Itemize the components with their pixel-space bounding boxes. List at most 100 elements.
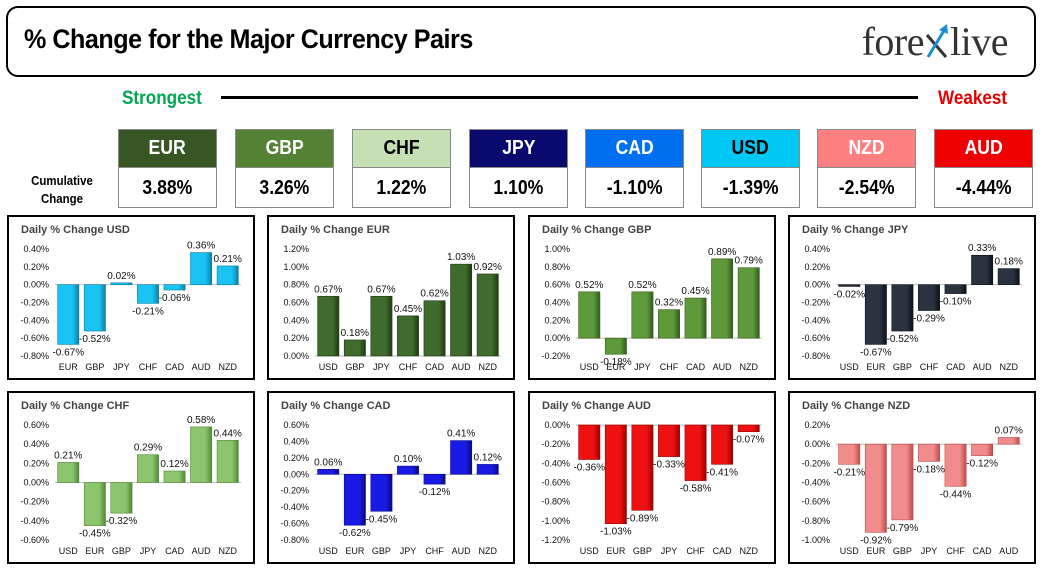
data-label: 0.32% [655, 298, 683, 309]
y-tick-label: -0.60% [801, 333, 830, 343]
x-category-label: CHF [660, 362, 679, 372]
x-category-label: CAD [713, 546, 733, 556]
bar-gbp [891, 284, 914, 332]
header-banner: % Change for the Major Currency Pairs fo… [6, 6, 1036, 77]
bar-nzd [216, 265, 239, 285]
bar-cad [163, 284, 186, 291]
bar-nzd [216, 440, 239, 483]
data-label: 0.45% [394, 304, 422, 315]
y-tick-label: -0.80% [801, 516, 830, 526]
bar-usd [317, 295, 340, 357]
x-category-label: JPY [634, 362, 651, 372]
data-label: 0.67% [314, 284, 342, 295]
x-category-label: USD [59, 546, 79, 556]
x-category-label: JPY [661, 546, 678, 556]
y-tick-label: 1.00% [283, 262, 309, 272]
y-tick-label: 0.20% [544, 315, 570, 325]
page-title: % Change for the Major Currency Pairs [24, 24, 473, 54]
data-label: 0.67% [367, 284, 395, 295]
x-category-label: NZD [218, 362, 237, 372]
strongest-label: Strongest [122, 88, 202, 109]
chart-title: Daily % Change GBP [542, 224, 651, 236]
bar-jpy [397, 465, 419, 475]
y-tick-label: -0.40% [20, 315, 49, 325]
y-tick-label: 0.40% [283, 315, 309, 325]
chart-title: Daily % Change JPY [802, 224, 909, 236]
data-label: -0.21% [833, 467, 865, 478]
bar-eur [83, 482, 106, 526]
currency-box-jpy: JPY 1.10% [469, 129, 568, 208]
bar-eur [604, 424, 627, 525]
data-label: -0.44% [940, 489, 972, 500]
data-label: 0.89% [708, 247, 736, 258]
bar-aud [450, 440, 473, 475]
y-tick-label: -0.20% [20, 298, 49, 308]
weakest-label: Weakest [938, 88, 1008, 109]
data-label: -0.12% [966, 459, 998, 470]
x-category-label: NZD [478, 362, 497, 372]
y-tick-label: -0.40% [801, 478, 830, 488]
bar-eur [343, 473, 366, 526]
y-tick-label: -1.00% [801, 535, 830, 545]
y-tick-label: -0.20% [801, 298, 830, 308]
currency-code: GBP [236, 130, 333, 168]
x-category-label: JPY [373, 362, 390, 372]
chart-panel-5: Daily % Change CHF 0.60% 0.40% 0.20% 0.00% -0… [7, 391, 255, 564]
x-category-label: GBP [893, 546, 912, 556]
chart-panel-8: Daily % Change NZD 0.20% 0.00% -0.20% -0.40%… [788, 391, 1036, 564]
y-tick-label: 0.20% [23, 458, 49, 468]
x-category-label: USD [580, 362, 600, 372]
x-category-label: JPY [113, 362, 130, 372]
data-label: -0.06% [159, 293, 191, 304]
data-label: 0.12% [160, 459, 188, 470]
bar-usd [578, 424, 601, 460]
y-tick-label: -0.60% [20, 535, 49, 545]
bar-cad [684, 297, 707, 339]
data-label: 0.18% [341, 328, 369, 339]
bar-jpy [918, 443, 940, 462]
x-category-label: EUR [85, 546, 105, 556]
data-label: 0.52% [628, 280, 656, 291]
data-label: -0.67% [52, 347, 84, 358]
logo-x-icon [924, 21, 950, 61]
bar-chf [397, 315, 419, 357]
x-category-label: GBP [85, 362, 104, 372]
bar-cad [944, 284, 967, 294]
x-category-label: USD [580, 546, 600, 556]
data-label: 0.21% [54, 450, 82, 461]
bar-cad [711, 424, 734, 465]
cumulative-change-value: -4.44% [955, 176, 1012, 199]
bar-usd [317, 469, 340, 475]
cumulative-change-value: 3.26% [259, 176, 310, 199]
bar-aud [711, 258, 734, 339]
bar-usd [838, 284, 861, 287]
chart-title: Daily % Change CAD [281, 400, 390, 412]
data-label: 0.92% [474, 262, 502, 273]
y-tick-label: 0.60% [23, 420, 49, 430]
y-tick-label: 0.00% [804, 280, 830, 290]
bar-jpy [137, 454, 159, 483]
bar-gbp [110, 482, 133, 514]
data-label: -0.52% [79, 334, 111, 345]
y-tick-label: -0.40% [20, 516, 49, 526]
x-category-label: EUR [606, 362, 626, 372]
y-tick-label: -0.60% [541, 478, 570, 488]
bar-gbp [343, 339, 366, 357]
x-category-label: NZD [478, 546, 497, 556]
x-category-label: AUD [452, 362, 472, 372]
y-tick-label: 1.00% [544, 244, 570, 254]
x-category-label: CHF [686, 546, 705, 556]
y-tick-label: 0.00% [23, 280, 49, 290]
y-tick-label: -0.40% [280, 502, 309, 512]
data-label: -0.18% [913, 464, 945, 475]
y-tick-label: 0.20% [23, 262, 49, 272]
cumulative-change-value: 3.88% [142, 176, 193, 199]
data-label: -0.52% [887, 334, 919, 345]
currency-box-gbp: GBP 3.26% [235, 129, 334, 208]
currency-box-usd: USD -1.39% [701, 129, 800, 208]
x-category-label: NZD [739, 362, 758, 372]
logo-text-left: fore [861, 18, 925, 64]
bar-gbp [83, 284, 106, 332]
y-tick-label: -0.60% [280, 519, 309, 529]
data-label: 1.03% [447, 252, 475, 263]
